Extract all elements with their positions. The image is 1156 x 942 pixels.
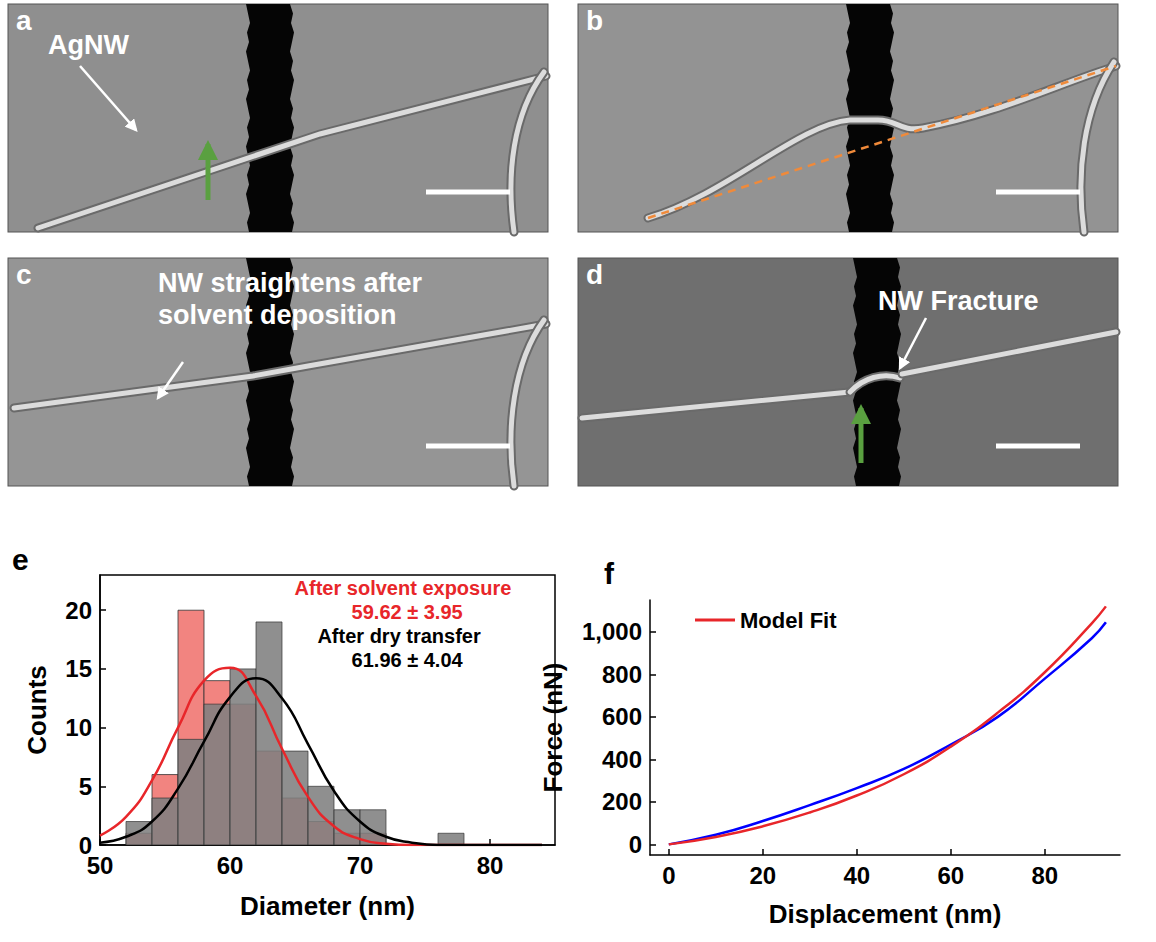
svg-text:40: 40 <box>843 862 870 889</box>
svg-text:Model Fit: Model Fit <box>740 608 837 633</box>
svg-text:5: 5 <box>79 773 92 800</box>
svg-text:a: a <box>16 5 32 36</box>
svg-text:Force (nN): Force (nN) <box>538 663 568 793</box>
svg-text:1,000: 1,000 <box>582 618 642 645</box>
svg-text:NW straightens after: NW straightens after <box>158 268 423 298</box>
svg-text:80: 80 <box>1031 862 1058 889</box>
svg-text:NW Fracture: NW Fracture <box>878 286 1039 316</box>
svg-text:70: 70 <box>347 852 374 879</box>
svg-text:60: 60 <box>217 852 244 879</box>
svg-text:AgNW: AgNW <box>48 30 129 60</box>
svg-text:60: 60 <box>937 862 964 889</box>
svg-text:c: c <box>16 259 32 290</box>
svg-text:d: d <box>586 259 603 290</box>
svg-text:0: 0 <box>78 831 92 859</box>
svg-text:10: 10 <box>65 714 92 741</box>
svg-text:After solvent exposure: After solvent exposure <box>295 577 512 599</box>
svg-text:20: 20 <box>65 597 92 624</box>
svg-text:b: b <box>586 5 603 36</box>
svg-text:200: 200 <box>602 788 642 815</box>
svg-text:400: 400 <box>602 746 642 773</box>
svg-text:800: 800 <box>602 661 642 688</box>
svg-text:e: e <box>12 543 29 576</box>
svg-text:Counts: Counts <box>22 665 52 755</box>
svg-text:59.62 ± 3.95: 59.62 ± 3.95 <box>352 601 463 623</box>
svg-text:20: 20 <box>749 862 776 889</box>
svg-text:solvent deposition: solvent deposition <box>158 300 397 330</box>
svg-text:Displacement (nm): Displacement (nm) <box>769 899 1002 929</box>
svg-text:0: 0 <box>629 831 642 858</box>
svg-text:61.96 ± 4.04: 61.96 ± 4.04 <box>352 649 464 671</box>
svg-text:15: 15 <box>65 655 92 682</box>
svg-text:After dry transfer: After dry transfer <box>317 625 481 647</box>
svg-text:50: 50 <box>87 852 114 879</box>
svg-text:0: 0 <box>662 862 675 889</box>
svg-text:600: 600 <box>602 703 642 730</box>
svg-text:80: 80 <box>477 852 504 879</box>
svg-text:f: f <box>604 557 615 590</box>
svg-text:Diameter (nm): Diameter (nm) <box>240 891 415 921</box>
